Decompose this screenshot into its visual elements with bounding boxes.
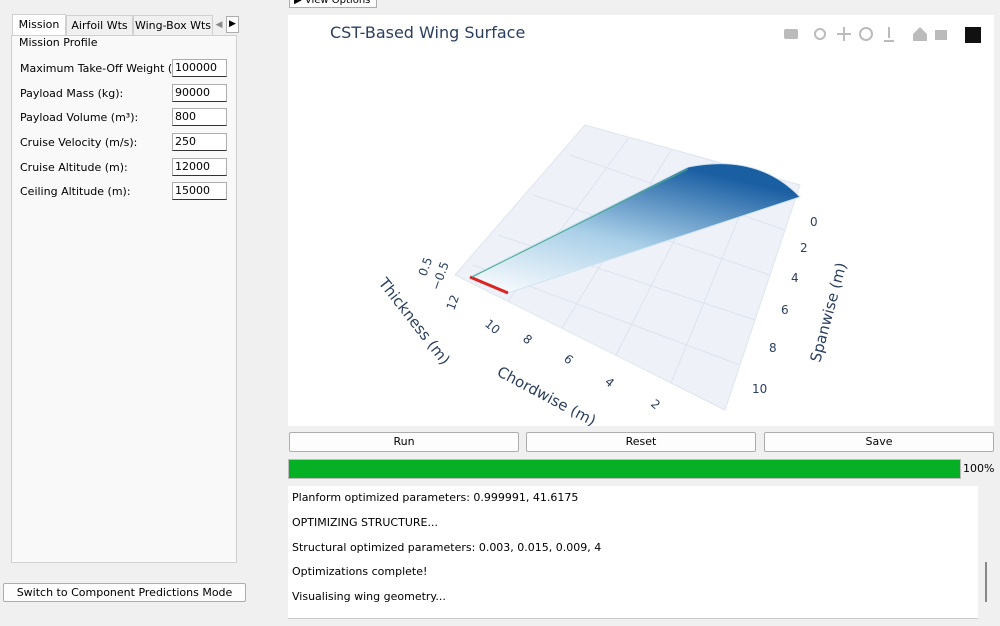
save-button[interactable]: Save: [764, 432, 994, 452]
log-line: Optimizations complete!: [292, 565, 428, 578]
y-tick: 4: [791, 271, 799, 285]
tab[interactable]: Mission: [12, 14, 66, 36]
log-line: Planform optimized parameters: 0.999991,…: [292, 491, 579, 504]
progress-bar: [288, 459, 961, 479]
tab-scroll-right[interactable]: ▶: [226, 16, 239, 33]
log-line: OPTIMIZING STRUCTURE...: [292, 516, 438, 529]
field-label: Payload Mass (kg):: [20, 87, 124, 100]
y-tick: 0: [810, 215, 818, 229]
view-options-label: View Options: [304, 0, 371, 6]
icon-zoom[interactable]: [814, 28, 826, 40]
icon-home[interactable]: [913, 27, 927, 41]
field-label: Payload Volume (m³):: [20, 111, 139, 124]
icon-camera[interactable]: [784, 29, 798, 39]
z-tick: 12: [444, 293, 462, 312]
log-output[interactable]: [288, 486, 978, 619]
modebar: [784, 27, 981, 43]
mode-switch-button[interactable]: Switch to Component Predictions Mode: [3, 583, 246, 602]
icon-pan[interactable]: [837, 27, 851, 41]
icon-orbit[interactable]: [859, 27, 873, 41]
text-input[interactable]: 800: [172, 108, 227, 126]
tab[interactable]: Airfoil Wts: [66, 15, 133, 36]
scrollbar-thumb[interactable]: [985, 562, 987, 602]
field-label: Ceiling Altitude (m):: [20, 185, 131, 198]
y-tick: 8: [769, 341, 777, 355]
text-input[interactable]: 100000: [172, 59, 227, 77]
text-input[interactable]: 15000: [172, 182, 227, 200]
field-label: Maximum Take-Off Weight (kg):: [20, 62, 194, 75]
icon-turntable[interactable]: [884, 27, 894, 42]
icon-camera-reset[interactable]: [935, 30, 947, 40]
z-tick: 0.5: [416, 255, 436, 278]
plot-area: CST-Based Wing Surface Thickness (m) 0.5…: [288, 15, 994, 426]
field-label: Cruise Altitude (m):: [20, 161, 128, 174]
text-input[interactable]: 90000: [172, 84, 227, 102]
wing-leading-edge: [471, 168, 689, 278]
wing-root-edge: [469, 275, 509, 295]
tab[interactable]: Wing-Box Wts: [133, 15, 213, 36]
text-input[interactable]: 250: [172, 133, 227, 151]
scrollbar[interactable]: [978, 486, 994, 619]
y-tick: 10: [752, 382, 767, 396]
field-label: Cruise Velocity (m/s):: [20, 136, 138, 149]
y-tick: 6: [781, 303, 789, 317]
wing-surface: [468, 163, 801, 294]
text-input[interactable]: 12000: [172, 158, 227, 176]
reset-button[interactable]: Reset: [526, 432, 756, 452]
progress-label: 100%: [963, 462, 995, 475]
y-tick: 2: [800, 241, 808, 255]
plot-title: CST-Based Wing Surface: [330, 23, 525, 42]
view-options-toggle[interactable]: ▶ View Options: [289, 0, 377, 8]
log-line: Visualising wing geometry...: [292, 590, 446, 603]
progress-fill: [289, 460, 960, 478]
group-title: Mission Profile: [19, 36, 100, 50]
icon-plotly[interactable]: [965, 27, 981, 43]
tab-scroll-left[interactable]: ◀: [215, 20, 223, 30]
toggle-arrow: ▶: [294, 0, 305, 6]
log-line: Structural optimized parameters: 0.003, …: [292, 541, 602, 554]
run-button[interactable]: Run: [289, 432, 519, 452]
